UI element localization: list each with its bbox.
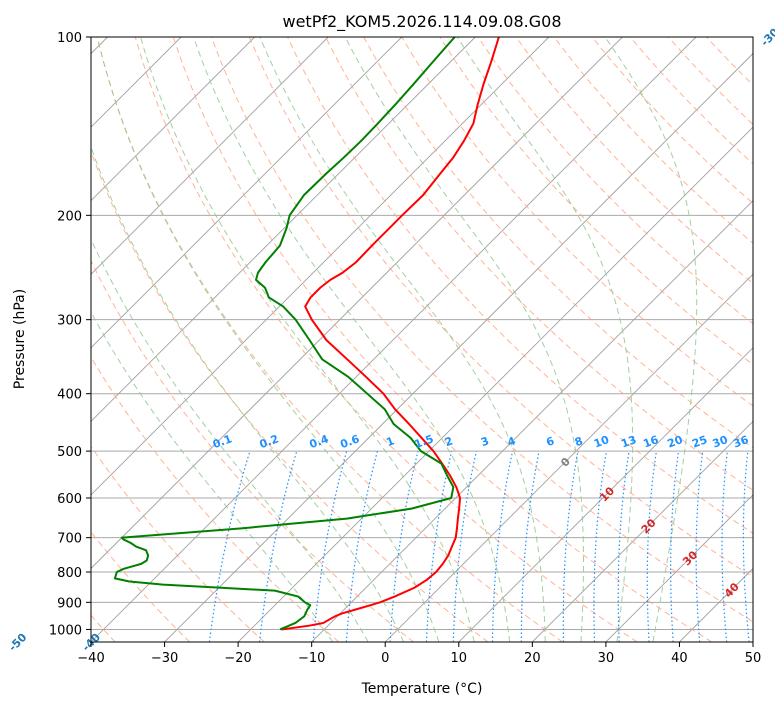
x-axis-tick-label: 30 (598, 651, 615, 666)
y-axis-tick-label: 800 (57, 566, 82, 581)
isotherm-line (605, 494, 753, 642)
y-axis-tick-label: 500 (57, 445, 82, 460)
mixing-ratio-label: 25 (690, 433, 709, 450)
mixing-ratio-label: 20 (666, 433, 685, 451)
moist-adiabat-line (259, 37, 546, 642)
mixing-ratio-label: 16 (641, 433, 660, 451)
y-axis-tick-label: 200 (57, 209, 82, 224)
moist-adiabat-line (91, 145, 405, 642)
isotherm-line (164, 52, 753, 642)
mixing-ratio-label: 0.4 (308, 432, 331, 451)
plot-frame (90, 36, 754, 643)
moist-adiabat-line (91, 238, 369, 642)
mixing-ratio-label: 0.6 (338, 432, 361, 451)
x-axis-tick-label: −30 (151, 651, 178, 666)
dry-adiabat-line (96, 37, 563, 642)
mixing-ratio-line (452, 450, 478, 642)
isotherm-line (384, 273, 753, 642)
dewpoint-profile-line (113, 37, 456, 631)
moist-adiabat-line (604, 37, 698, 642)
isotherm-line (91, 37, 329, 275)
isotherm-line (532, 420, 753, 642)
isotherm-line (91, 37, 403, 349)
mixing-ratio-line (425, 450, 453, 642)
y-axis-tick-label: 700 (57, 532, 82, 547)
dry-adiabat-line (91, 259, 414, 642)
x-axis-tick-label: −10 (298, 651, 325, 666)
y-axis-title: Pressure (hPa) (12, 289, 28, 389)
isotherm-line (91, 37, 697, 642)
dry-adiabat-line (325, 37, 753, 491)
dry-adiabat-line (248, 37, 753, 578)
dry-adiabat-line (91, 445, 265, 642)
chart-title: wetPf2_KOM5.2026.114.09.08.G08 (282, 12, 561, 32)
y-axis-tick-label: 1000 (49, 623, 82, 638)
mixing-ratio-line (312, 450, 348, 642)
sounding-profiles (113, 37, 500, 631)
mixing-ratio-label: 6 (544, 434, 556, 449)
isotherm-line (91, 37, 476, 422)
y-axis-tick-label: 100 (57, 31, 82, 46)
mixing-ratio-line (345, 450, 379, 642)
isotherm-line (91, 37, 550, 496)
mixing-ratio-label: 1.5 (413, 432, 436, 451)
x-axis-tick-label: 10 (451, 651, 468, 666)
mixing-ratio-label: 13 (619, 433, 638, 450)
mixing-ratio-label: 8 (573, 434, 585, 449)
moist-adiabat-line (456, 37, 634, 642)
dry-adiabat-line (91, 356, 340, 642)
x-axis-tick-label: 50 (745, 651, 762, 666)
dry-adiabat-lines (91, 37, 753, 642)
x-axis-tick-label: 20 (524, 651, 541, 666)
axes: −40 −30 −20 −10 0 10 20 30 40 50 1000 900 800 700 600 5… (49, 31, 761, 666)
x-axis-tick-label: 40 (671, 651, 688, 666)
y-axis-tick-label: 400 (57, 388, 82, 403)
mixing-ratio-label: 2 (443, 434, 455, 449)
isotherm-lines (91, 37, 753, 642)
x-axis-title: Temperature (°C) (361, 681, 483, 697)
mixing-ratio-label: 3 (479, 434, 491, 449)
moist-adiabat-line (96, 37, 440, 642)
mixing-ratio-label: 0.2 (258, 432, 281, 451)
dry-adiabat-line (172, 37, 713, 642)
moist-adiabat-line (344, 37, 584, 642)
dry-adiabat-line (287, 37, 753, 534)
x-axis-tick-label: −20 (224, 651, 251, 666)
mixing-ratio-label: 30 (711, 433, 730, 451)
mixing-ratio-lines (208, 450, 750, 642)
mixing-ratio-label: 10 (592, 433, 611, 451)
y-axis-tick-label: 300 (57, 314, 82, 329)
mixing-ratio-line (520, 450, 540, 642)
y-axis-tick-label: 600 (57, 492, 82, 507)
x-axis-tick-label: −40 (77, 651, 104, 666)
mixing-ratio-label: 4 (506, 434, 518, 449)
moist-adiabat-line (193, 37, 511, 642)
dry-adiabat-line (515, 37, 753, 284)
mixing-ratio-label: 1 (385, 434, 397, 449)
isotherm-line (237, 126, 753, 642)
y-axis-tick-label: 900 (57, 596, 82, 611)
dry-adiabat-line (210, 37, 753, 623)
temperature-profile-line (281, 37, 500, 631)
mixing-ratio-line (491, 450, 514, 642)
dry-adiabat-line (134, 37, 638, 642)
plot-area (91, 37, 753, 642)
mixing-ratio-label: 0.1 (211, 432, 234, 451)
x-axis-tick-label: 0 (381, 651, 389, 666)
isotherm-line (458, 347, 753, 642)
isotherm-line (91, 37, 255, 202)
isotherm-line (91, 37, 623, 570)
mixing-ratio-label: 36 (731, 433, 750, 451)
mixing-ratio-line (389, 450, 419, 642)
